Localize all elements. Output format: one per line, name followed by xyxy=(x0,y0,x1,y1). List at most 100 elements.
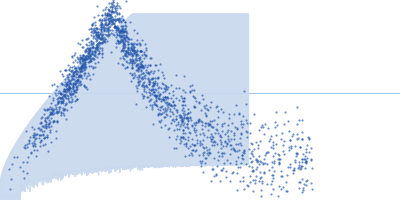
Point xyxy=(278,137,284,141)
Point xyxy=(74,79,80,82)
Point xyxy=(21,177,27,180)
Point xyxy=(140,96,146,100)
Point xyxy=(72,83,78,86)
Point xyxy=(62,104,68,107)
Point xyxy=(140,71,146,74)
Point xyxy=(196,153,202,157)
Point xyxy=(76,74,83,77)
Point xyxy=(40,143,46,146)
Point xyxy=(281,123,287,126)
Point xyxy=(191,143,198,146)
Point xyxy=(158,98,164,101)
Point xyxy=(46,112,53,115)
Point xyxy=(90,34,96,37)
Point xyxy=(114,42,121,45)
Point xyxy=(156,105,163,109)
Point xyxy=(85,56,92,60)
Point xyxy=(115,40,122,43)
Point xyxy=(62,90,69,94)
Point xyxy=(164,107,170,111)
Point xyxy=(211,118,218,122)
Point xyxy=(190,105,197,108)
Point xyxy=(158,125,164,128)
Point xyxy=(214,142,220,145)
Point xyxy=(81,61,88,64)
Point xyxy=(181,109,187,112)
Point xyxy=(73,99,80,102)
Point xyxy=(83,38,89,41)
Point xyxy=(250,189,256,192)
Point xyxy=(27,136,33,139)
Point xyxy=(210,167,217,170)
Point xyxy=(79,65,85,68)
Point xyxy=(253,158,260,161)
Point xyxy=(92,23,98,26)
Point xyxy=(188,124,195,127)
Point xyxy=(146,79,152,82)
Point xyxy=(205,123,211,127)
Point xyxy=(285,165,291,168)
Point xyxy=(137,62,144,65)
Point xyxy=(100,24,106,28)
Point xyxy=(288,146,294,149)
Point xyxy=(99,47,106,50)
Point xyxy=(92,49,98,53)
Point xyxy=(273,133,279,136)
Point xyxy=(50,120,56,123)
Point xyxy=(94,34,101,37)
Point xyxy=(139,92,145,96)
Point xyxy=(59,96,65,99)
Point xyxy=(70,93,76,96)
Point xyxy=(125,52,131,56)
Point xyxy=(74,78,81,81)
Point xyxy=(192,123,198,126)
Point xyxy=(86,64,93,67)
Point xyxy=(59,82,66,85)
Point xyxy=(101,40,108,43)
Point xyxy=(39,115,45,119)
Point xyxy=(232,103,239,107)
Point xyxy=(139,65,145,68)
Point xyxy=(90,37,96,40)
Point xyxy=(116,33,122,36)
Point xyxy=(143,70,149,73)
Point xyxy=(76,59,83,62)
Point xyxy=(260,125,267,128)
Point xyxy=(63,82,69,86)
Point xyxy=(178,109,185,112)
Point xyxy=(103,20,109,23)
Point xyxy=(93,26,99,29)
Point xyxy=(133,64,139,67)
Point xyxy=(114,7,120,10)
Point xyxy=(73,78,80,82)
Point xyxy=(224,143,230,146)
Point xyxy=(303,143,310,147)
Point xyxy=(254,143,261,146)
Point xyxy=(80,56,87,60)
Point xyxy=(154,107,161,111)
Point xyxy=(64,81,70,84)
Point xyxy=(22,143,29,147)
Point xyxy=(157,121,163,124)
Point xyxy=(50,112,56,115)
Point xyxy=(87,59,93,62)
Point xyxy=(64,87,70,90)
Point xyxy=(110,0,116,4)
Point xyxy=(168,103,174,107)
Point xyxy=(98,22,104,25)
Point xyxy=(119,36,126,39)
Point xyxy=(93,37,100,40)
Point xyxy=(102,18,108,22)
Point xyxy=(161,99,168,102)
Point xyxy=(303,159,309,162)
Point xyxy=(118,28,124,32)
Point xyxy=(90,32,96,35)
Point xyxy=(177,124,183,128)
Point xyxy=(92,54,98,57)
Point xyxy=(104,13,111,16)
Point xyxy=(94,46,100,49)
Point xyxy=(187,91,193,94)
Point xyxy=(254,166,260,169)
Point xyxy=(233,159,239,163)
Point xyxy=(88,28,94,31)
